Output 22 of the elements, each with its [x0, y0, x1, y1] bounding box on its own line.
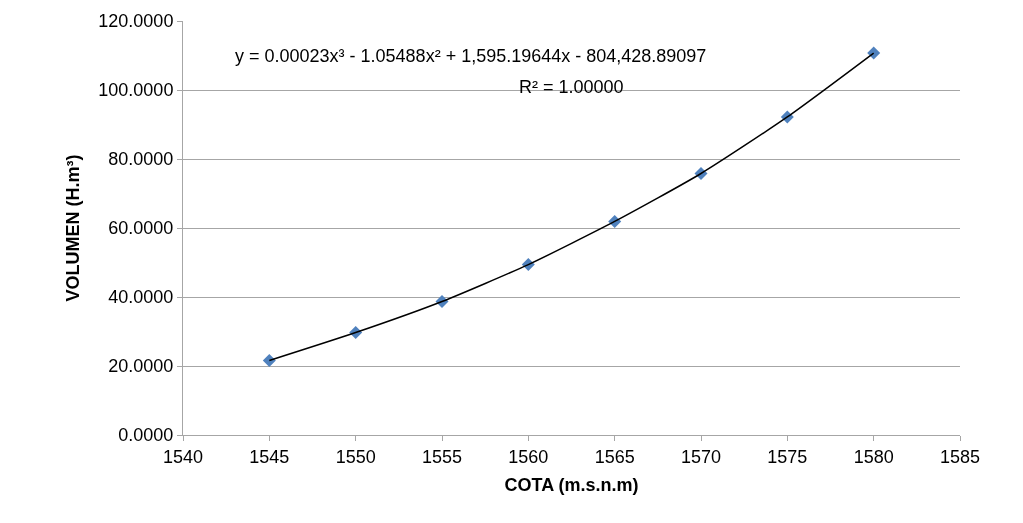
y-tick-label: 20.0000 — [108, 356, 174, 377]
x-tick-label: 1565 — [594, 446, 635, 467]
x-tick-label: 1545 — [249, 446, 290, 467]
y-axis-title: VOLUMEN (H.m³) — [62, 154, 83, 302]
annotation: R² = 1.00000 — [519, 77, 624, 97]
y-tick-label: 120.0000 — [98, 11, 174, 32]
point — [867, 46, 881, 60]
x-tick-label: 1580 — [853, 446, 894, 467]
y-tick-label: 80.0000 — [108, 149, 174, 170]
x-tick-label: 1570 — [680, 446, 722, 467]
y-tick-label: 60.0000 — [108, 218, 174, 239]
x-tick-label: 1585 — [939, 446, 981, 467]
x-tick-label: 1560 — [508, 446, 549, 467]
y-tick-label: 100.0000 — [98, 80, 174, 101]
x-tick-label: 1540 — [162, 446, 204, 467]
annotation: y = 0.00023x³ - 1.05488x² + 1,595.19644x - 804,428.89097 — [235, 46, 707, 66]
x-tick-label: 1575 — [767, 446, 808, 467]
y-tick-label: 40.0000 — [108, 287, 174, 308]
x-tick-label: 1550 — [335, 446, 376, 467]
x-tick-label: 1555 — [421, 446, 463, 467]
x-axis-title: COTA (m.s.n.m) — [504, 474, 639, 495]
y-tick-label: 0.0000 — [118, 425, 174, 446]
